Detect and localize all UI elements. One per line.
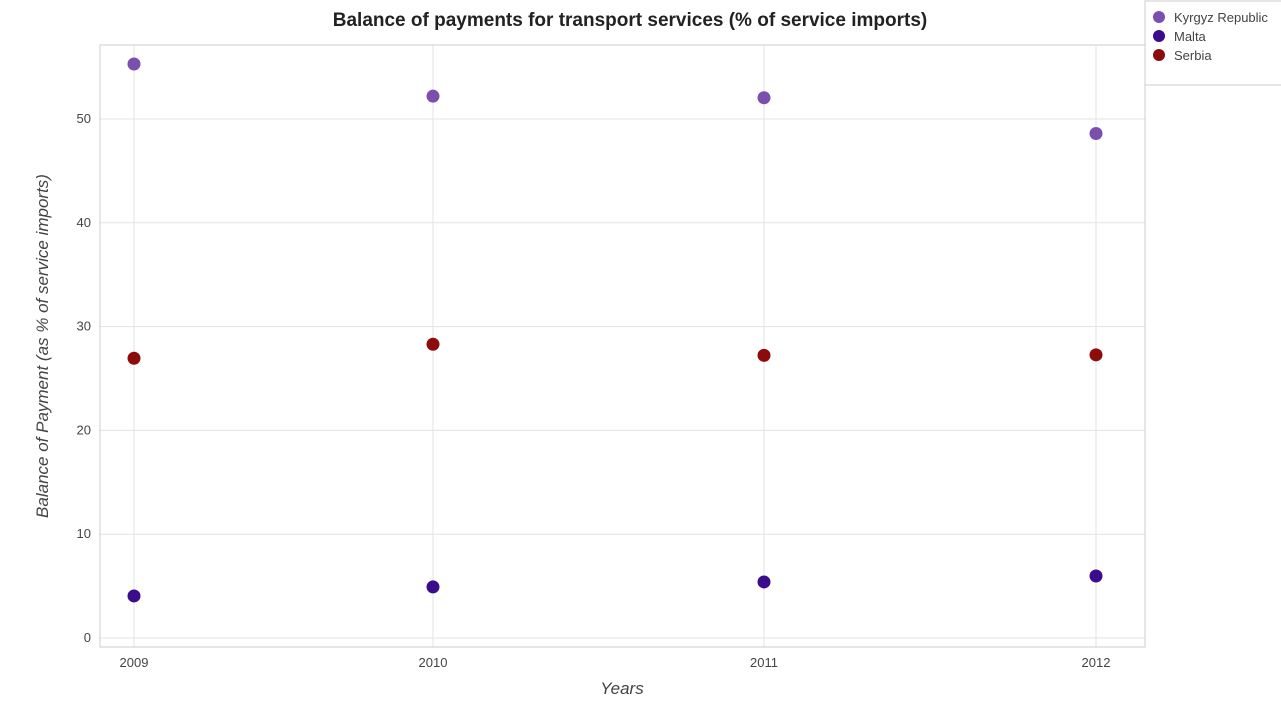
- x-tick-label: 2010: [419, 655, 448, 670]
- point-serbia-2011: [757, 348, 771, 362]
- y-tick-label: 50: [77, 111, 91, 126]
- point-kyrgyz-republic-2011: [757, 91, 771, 105]
- data-points: [127, 57, 1103, 603]
- x-tick-label: 2009: [120, 655, 149, 670]
- legend-box: [1144, 0, 1281, 86]
- x-tick-labels: 2009 2010 2011 2012: [120, 655, 1111, 670]
- y-tick-labels: 0 10 20 30 40 50: [77, 111, 91, 645]
- y-tick-label: 20: [77, 422, 91, 437]
- grid: [100, 45, 1145, 647]
- point-serbia-2012: [1089, 348, 1103, 362]
- legend-label: Kyrgyz Republic: [1174, 10, 1268, 25]
- legend-marker: [1153, 30, 1165, 42]
- y-tick-label: 30: [77, 319, 91, 334]
- point-serbia-2009: [127, 351, 141, 365]
- y-tick-label: 0: [84, 630, 91, 645]
- chart-title: Balance of payments for transport servic…: [333, 10, 927, 31]
- point-malta-2009: [127, 589, 141, 603]
- x-tick-label: 2011: [750, 655, 778, 670]
- point-malta-2010: [426, 580, 440, 594]
- plot-frame: [99, 44, 1146, 648]
- point-malta-2012: [1089, 569, 1103, 583]
- x-axis-label: Years: [600, 679, 644, 698]
- legend-marker: [1153, 49, 1165, 61]
- legend-label: Serbia: [1174, 48, 1212, 63]
- point-kyrgyz-republic-2009: [127, 57, 141, 71]
- y-tick-label: 40: [77, 215, 91, 230]
- legend-label: Malta: [1174, 29, 1207, 44]
- legend-marker: [1153, 11, 1165, 23]
- point-malta-2011: [757, 575, 771, 589]
- y-axis-label: Balance of Payment (as % of service impo…: [33, 174, 52, 518]
- legend: Kyrgyz Republic Malta Serbia: [1144, 0, 1281, 86]
- x-tick-label: 2012: [1082, 655, 1111, 670]
- point-kyrgyz-republic-2010: [426, 89, 440, 103]
- point-serbia-2010: [426, 337, 440, 351]
- y-tick-label: 10: [77, 526, 91, 541]
- point-kyrgyz-republic-2012: [1089, 127, 1103, 141]
